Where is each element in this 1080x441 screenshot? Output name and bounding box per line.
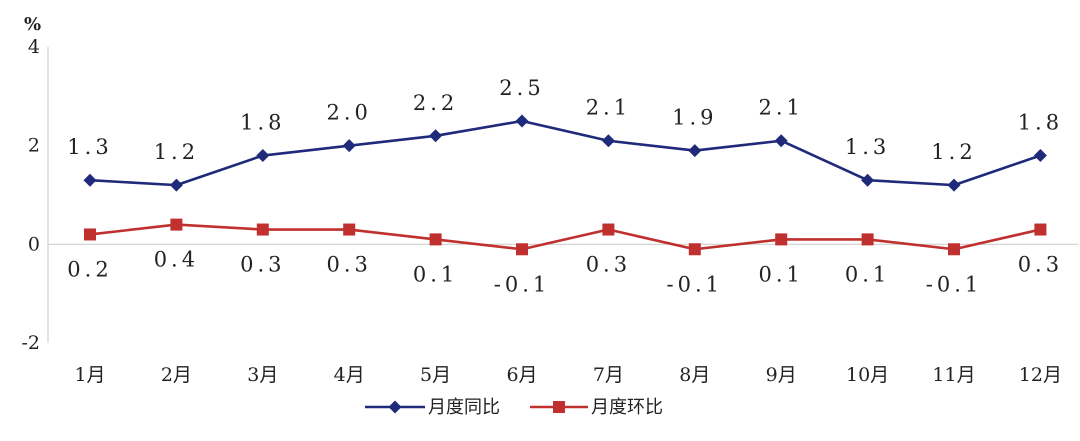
data-point-marker (256, 149, 270, 163)
x-tick-label: 2月 (161, 364, 192, 386)
x-tick-label: 8月 (679, 364, 710, 386)
data-point-marker (515, 114, 529, 128)
legend: 月度同比 月度环比 (365, 397, 663, 418)
data-label: 1.3 (67, 135, 112, 159)
y-tick-label: -2 (21, 332, 40, 354)
x-tick-label: 10月 (846, 364, 889, 386)
x-tick-label: 9月 (766, 364, 797, 386)
data-label: 1.8 (1018, 111, 1063, 135)
data-label: 0.1 (758, 262, 803, 286)
data-label: 2.2 (413, 91, 458, 115)
data-point-marker (1033, 149, 1047, 163)
series-layer: 1.3 1.21.8 2.0 2.22.52.1 1.9 2.11.3 1.21.80.2 0… (67, 76, 1063, 296)
x-tick-label: 12月 (1019, 364, 1062, 386)
data-label: 2.1 (586, 96, 631, 120)
x-tick-label: 6月 (506, 364, 537, 386)
series-line (89, 119, 1041, 187)
data-label: 0.1 (845, 262, 890, 286)
data-point-marker (947, 178, 961, 192)
legend-marker (388, 400, 402, 414)
data-label: 1.2 (931, 140, 976, 164)
data-point-marker (170, 218, 183, 231)
data-point-marker (948, 243, 960, 256)
data-label: 0.3 (326, 253, 371, 277)
legend-marker (553, 401, 565, 413)
series-2: 0.2 0.4 0.3 0.3 0.1 -0.1 0.3 -0.1 0.1 0.1 -0.1 0.3 (67, 218, 1063, 296)
data-label: 1.8 (240, 111, 285, 135)
x-tick-label: 1月 (74, 364, 105, 386)
data-point-marker (861, 233, 874, 246)
x-tick-label: 3月 (247, 364, 278, 386)
data-label: 2.0 (326, 101, 371, 125)
x-tick-label: 4月 (334, 364, 365, 386)
data-label: 2.1 (758, 96, 803, 120)
data-point-marker (688, 243, 701, 256)
x-tick-label: 7月 (593, 364, 624, 386)
data-label: 0.3 (240, 253, 285, 277)
data-label: 0.3 (586, 253, 631, 277)
series-1: 1.3 1.2 1.8 2.0 2.2 2.5 2.1 1.9 2.1 1.3 1.2 1.8 (67, 76, 1063, 192)
data-label: -0.1 (494, 272, 551, 296)
data-point-marker (256, 223, 269, 236)
legend-label: 月度环比 (591, 397, 663, 418)
data-point-marker (861, 173, 875, 187)
data-point-marker (429, 129, 443, 143)
data-label: 2.5 (499, 76, 544, 100)
data-point-marker (688, 144, 702, 158)
data-point-marker (516, 243, 528, 256)
axes (47, 47, 1078, 343)
y-tick-labels: -2 0 2 4 (21, 36, 40, 354)
data-label: 0.2 (67, 257, 112, 281)
data-point-marker (343, 223, 356, 236)
y-tick-label: 4 (28, 36, 40, 58)
legend-item-1: 月度同比 (365, 397, 500, 418)
data-point-marker (602, 223, 615, 236)
x-tick-labels: 1月 2月 3月 4月 5月 6月 7月 8月 9月 10月 11月 12月 (74, 364, 1062, 386)
data-label: 0.3 (1018, 253, 1063, 277)
data-point-marker (1034, 223, 1047, 236)
data-point-marker (83, 173, 97, 187)
data-label: 1.2 (154, 140, 199, 164)
y-axis-unit-label: % (24, 14, 41, 35)
data-label: -0.1 (667, 272, 724, 296)
series-line (89, 223, 1041, 251)
data-point-marker (84, 228, 96, 241)
data-point-marker (169, 178, 183, 192)
data-label: 1.3 (845, 135, 890, 159)
data-point-marker (429, 233, 442, 246)
data-label: 0.1 (413, 262, 458, 286)
data-label: -0.1 (926, 272, 983, 296)
data-point-marker (774, 134, 788, 148)
y-tick-label: 0 (28, 233, 40, 255)
legend-item-2: 月度环比 (530, 397, 663, 418)
data-label: 1.9 (672, 106, 717, 130)
y-tick-label: 2 (28, 135, 40, 157)
data-point-marker (775, 233, 788, 246)
legend-label: 月度同比 (428, 397, 500, 418)
x-tick-label: 5月 (420, 364, 451, 386)
x-tick-label: 11月 (932, 364, 975, 386)
data-point-marker (601, 134, 615, 148)
data-label: 0.4 (154, 248, 199, 272)
data-point-marker (342, 139, 356, 153)
